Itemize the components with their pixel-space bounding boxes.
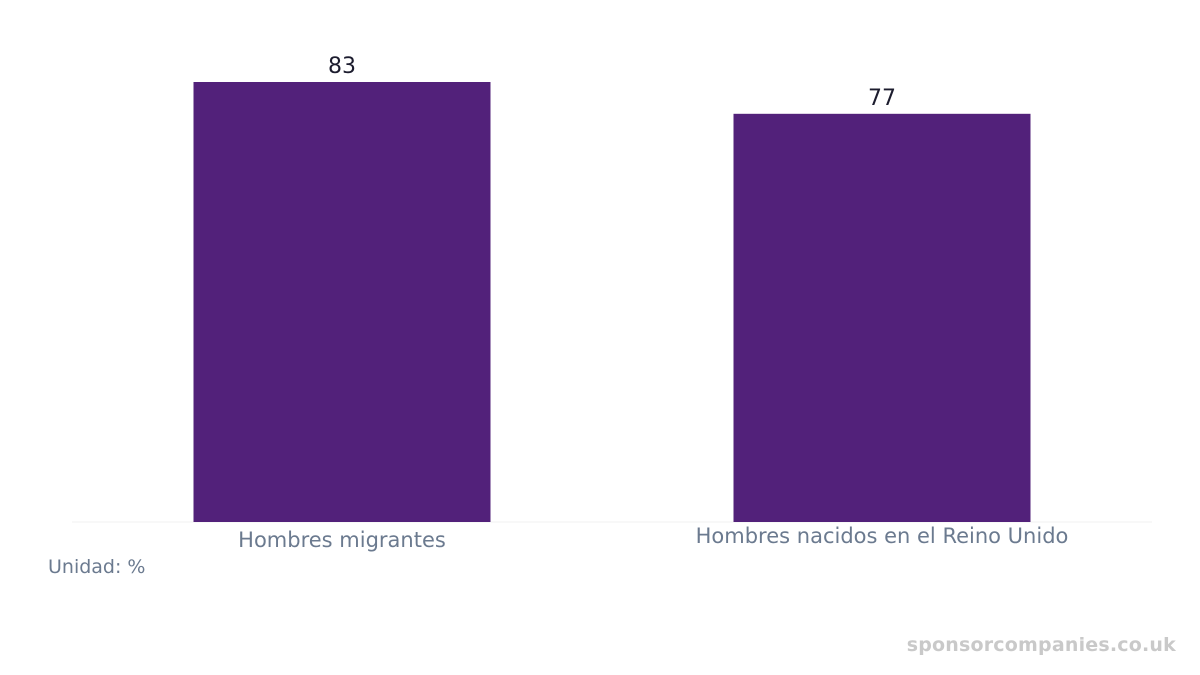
bar-value-label: 83 (328, 54, 356, 79)
unit-note: Unidad: % (48, 556, 146, 578)
bars-layer (193, 82, 1031, 523)
watermark: sponsorcompanies.co.uk (906, 634, 1176, 656)
bar-value-label: 77 (868, 86, 896, 111)
value-labels-layer: 83 77 (328, 54, 896, 111)
category-label: Hombres nacidos en el Reino Unido (696, 524, 1069, 548)
bar-1 (193, 82, 491, 522)
category-label: Hombres migrantes (238, 528, 446, 552)
category-labels-layer: Hombres migrantes Hombres nacidos en el R… (238, 524, 1068, 552)
bar-2 (733, 113, 1031, 523)
